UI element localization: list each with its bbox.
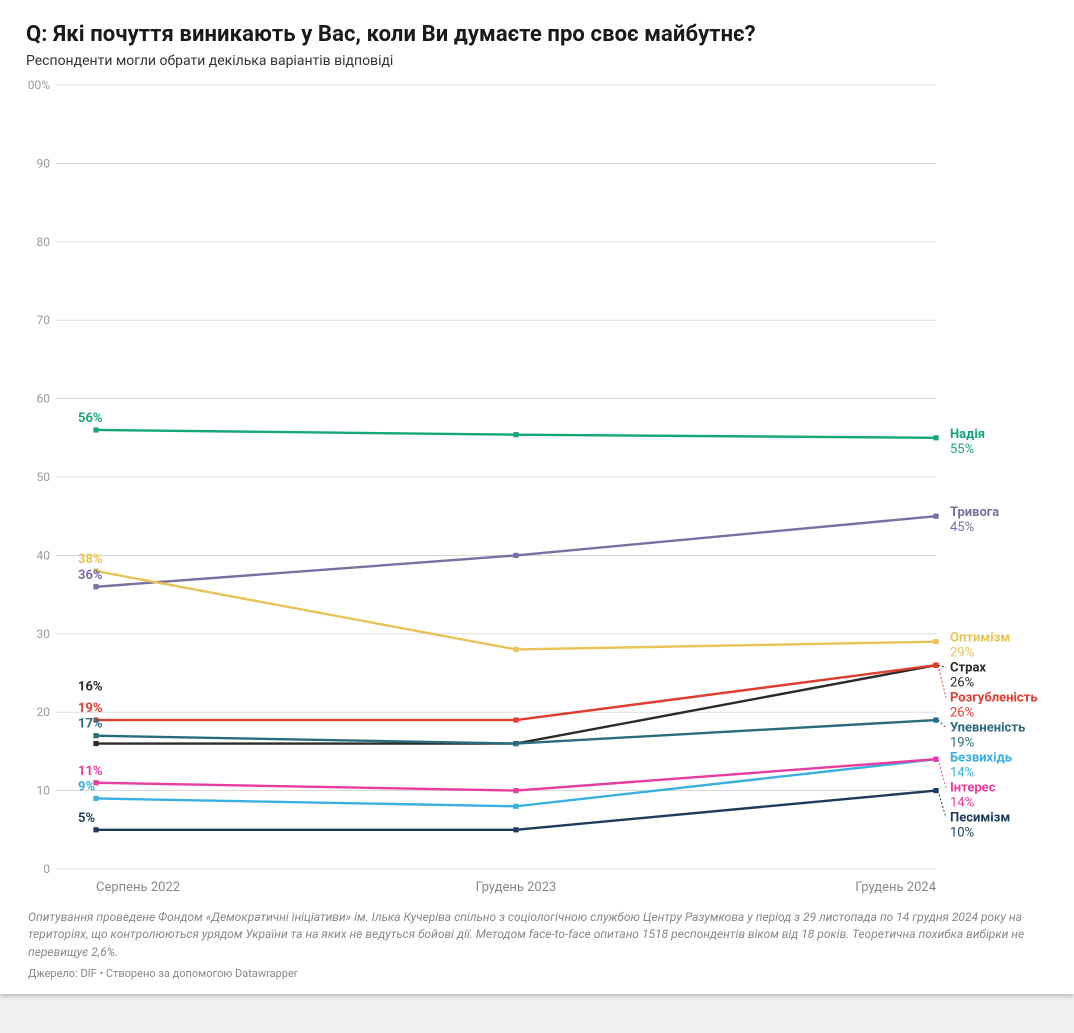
series-end-name: Надія — [950, 427, 985, 442]
series-marker — [514, 804, 518, 808]
series-end-value: 26% — [950, 706, 974, 721]
series-end-value: 19% — [950, 736, 974, 751]
series-marker — [934, 514, 938, 518]
series-marker — [514, 718, 518, 722]
series-line — [96, 665, 936, 720]
series-marker — [514, 741, 518, 745]
x-tick-label: Грудень 2024 — [855, 880, 936, 895]
series-start-label: 17% — [78, 717, 103, 732]
series-end-name: Страх — [950, 661, 986, 676]
series-marker — [514, 433, 518, 437]
series-marker — [94, 828, 98, 832]
x-tick-label: Грудень 2023 — [476, 880, 557, 895]
series-line — [96, 759, 936, 806]
series-start-label: 56% — [78, 411, 103, 426]
series-marker — [934, 789, 938, 793]
series-marker — [94, 585, 98, 589]
series-marker — [94, 741, 98, 745]
series-end-value: 10% — [950, 826, 974, 841]
y-tick-label: 40 — [37, 548, 51, 562]
y-tick-label: 0 — [43, 862, 50, 876]
series-marker — [514, 828, 518, 832]
series-marker — [514, 789, 518, 793]
series-line — [96, 720, 936, 744]
series-line — [96, 791, 936, 830]
series-start-label: 9% — [78, 779, 95, 794]
series-line — [96, 571, 936, 649]
y-tick-label: 90 — [37, 156, 51, 170]
series-marker — [94, 428, 98, 432]
series-end-name: Тривога — [950, 505, 999, 520]
series-marker — [934, 663, 938, 667]
series-marker — [934, 718, 938, 722]
series-start-label: 38% — [78, 552, 103, 567]
series-marker — [934, 436, 938, 440]
series-end-name: Інтерес — [950, 781, 996, 796]
series-line — [96, 665, 936, 743]
series-end-value: 14% — [950, 796, 974, 811]
chart-subtitle: Респонденти могли обрати декілька варіан… — [26, 53, 1062, 69]
series-end-value: 55% — [950, 442, 974, 457]
series-end-name: Оптимізм — [950, 631, 1010, 646]
y-tick-label: 70 — [37, 313, 51, 327]
series-marker — [934, 640, 938, 644]
series-end-name: Упевненість — [950, 721, 1025, 736]
y-tick-label: 50 — [37, 470, 51, 484]
label-leader — [938, 665, 946, 667]
series-end-value: 26% — [950, 676, 974, 691]
chart-title: Q: Які почуття виникають у Вас, коли Ви … — [26, 22, 1062, 47]
chart-card: Q: Які почуття виникають у Вас, коли Ви … — [0, 0, 1074, 994]
series-marker — [94, 734, 98, 738]
series-line — [96, 516, 936, 587]
y-tick-label: 80 — [37, 235, 51, 249]
series-end-name: Безвихідь — [950, 751, 1012, 766]
label-leader — [938, 665, 946, 697]
line-chart-svg: 0 10 20 30 40 50 60 70 80 90 100% Серпень 2022 Груде… — [26, 79, 1062, 899]
source-line: Джерело: DIF • Створено за допомогою Dat… — [28, 967, 1060, 980]
y-tick-label: 100% — [26, 79, 50, 92]
series-start-label: 5% — [78, 811, 95, 826]
series-marker — [934, 757, 938, 761]
y-tick-label: 20 — [37, 705, 51, 719]
chart-area: 0 10 20 30 40 50 60 70 80 90 100% Серпень 2022 Груде… — [26, 79, 1062, 899]
y-tick-label: 10 — [37, 784, 51, 798]
series-end-value: 29% — [950, 646, 974, 661]
series-end-name: Песимізм — [950, 811, 1010, 826]
y-tick-label: 60 — [37, 392, 51, 406]
series-start-label: 11% — [78, 764, 103, 779]
series-start-label: 16% — [78, 680, 103, 695]
series-marker — [94, 796, 98, 800]
label-leader — [938, 791, 946, 818]
series-end-name: Розгубленість — [950, 691, 1038, 706]
series-line — [96, 759, 936, 790]
series-marker — [514, 553, 518, 557]
series-end-value: 14% — [950, 766, 974, 781]
series-marker — [514, 647, 518, 651]
series-end-value: 45% — [950, 520, 974, 535]
y-tick-label: 30 — [37, 627, 51, 641]
methodology-note: Опитування проведене Фондом «Демократичн… — [28, 909, 1060, 961]
label-leader — [938, 759, 946, 787]
series-start-label: 19% — [78, 701, 103, 716]
x-tick-label: Серпень 2022 — [96, 880, 180, 895]
series-start-label: 36% — [78, 568, 103, 583]
label-leader — [938, 720, 946, 728]
